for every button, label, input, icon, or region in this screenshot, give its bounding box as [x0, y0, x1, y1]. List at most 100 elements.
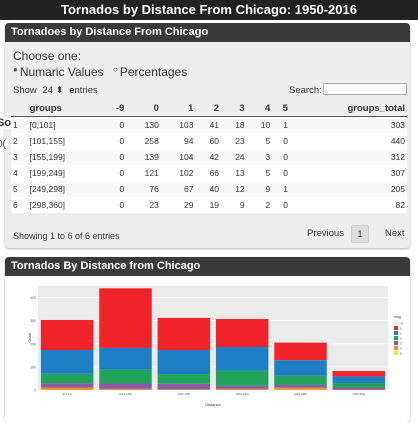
table-cell: 41 [195, 116, 222, 133]
column-header[interactable]: 1 [160, 100, 196, 117]
table-header-row: groups -9 0 1 2 3 4 5 groups_total [11, 100, 407, 117]
updown-icon: ⬍ [55, 85, 64, 96]
legend-label: 1 [400, 331, 402, 335]
search-label: Search: [289, 85, 322, 96]
bar-segment [40, 319, 94, 351]
y-tick-label: 200 [30, 342, 36, 346]
bar-segment [274, 387, 327, 390]
next-button[interactable]: Next [385, 228, 405, 239]
table-panel: Tornadoes by Distance From Chicago Choos… [5, 23, 410, 248]
table-cell: 0 [272, 149, 290, 165]
row-index: 3 [11, 149, 28, 165]
column-header[interactable]: groups_total [289, 100, 407, 117]
app-header: Tornados by Distance From Chicago: 1950-… [0, 0, 418, 20]
legend-label: 2 [400, 336, 402, 340]
bar-segment [274, 384, 327, 388]
y-tick-label: 300 [30, 319, 36, 323]
table-cell: 0 [102, 116, 127, 133]
table-cell: 104 [160, 149, 196, 165]
column-header[interactable]: 2 [195, 100, 222, 117]
table-cell: 23 [221, 133, 247, 149]
legend-label: 5 [400, 351, 402, 355]
bar-segment [215, 388, 269, 390]
column-header[interactable]: groups [27, 100, 103, 117]
bar-segment [215, 347, 269, 371]
bar-segment [215, 385, 269, 389]
table-cell: 5 [246, 133, 273, 149]
table-cell: [101,155] [27, 133, 103, 149]
table-cell: 3 [246, 149, 273, 165]
table-cell: 9 [246, 181, 273, 197]
table-row[interactable]: 2 [101,155] 0 258 94 60 23 5 0 440 [11, 133, 407, 149]
table-cell: 10 [246, 116, 273, 133]
bar-segment [332, 371, 386, 377]
x-tick-label: [0,101] [63, 392, 72, 396]
previous-button[interactable]: Previous [307, 228, 344, 239]
table-cell: 258 [126, 133, 161, 149]
column-header[interactable]: 0 [126, 100, 161, 117]
table-row[interactable]: 6 [298,360] 0 23 29 19 9 2 0 82 [11, 197, 407, 213]
bar-segment [40, 387, 94, 390]
table-row[interactable]: 3 [155,199] 0 139 104 42 24 3 0 312 [11, 149, 407, 165]
table-cell: 121 [126, 165, 161, 181]
table-cell: 67 [160, 181, 196, 197]
bar-segment [99, 288, 152, 348]
plot-background [38, 286, 388, 390]
row-index: 5 [11, 181, 28, 197]
data-table: groups -9 0 1 2 3 4 5 groups_total 1 [0,101] 0 130 1… [11, 100, 407, 213]
side-fragment-zero: 0( [0, 139, 8, 150]
radio-dot-icon[interactable]: ● [13, 65, 18, 74]
bar-segment [157, 350, 211, 375]
choose-label: Choose one: [13, 49, 82, 63]
column-header[interactable]: -9 [102, 100, 127, 117]
table-cell: 60 [195, 133, 222, 149]
table-row[interactable]: 4 [199,249] 0 121 102 66 13 5 0 307 [11, 165, 407, 181]
table-cell: 139 [126, 149, 161, 165]
table-cell: 0 [102, 149, 127, 165]
page-1-button[interactable]: 1 [351, 225, 369, 243]
column-header[interactable]: 5 [272, 100, 290, 117]
column-header[interactable]: 4 [246, 100, 273, 117]
column-header[interactable]: 3 [221, 100, 247, 117]
table-row[interactable]: 5 [249,298] 0 76 67 40 12 9 1 205 [11, 181, 407, 197]
table-cell: 1 [272, 181, 290, 197]
table-cell: 23 [126, 197, 161, 213]
legend-swatch [394, 336, 398, 340]
radio-dot-icon[interactable]: ○ [113, 65, 118, 74]
side-fragment-s: So [0, 117, 14, 129]
bar-segment [40, 373, 94, 384]
table-cell: 0 [272, 197, 290, 213]
y-tick-label: 100 [30, 365, 36, 369]
search-input[interactable] [323, 83, 407, 95]
app-title: Tornados by Distance From Chicago: 1950-… [61, 2, 357, 17]
column-header[interactable] [11, 100, 28, 117]
table-cell: 29 [160, 197, 196, 213]
table-cell: [298,360] [27, 197, 103, 213]
table-cell: 94 [160, 133, 196, 149]
table-cell: 130 [126, 116, 161, 133]
radio-percentages[interactable]: ○ Percentages [113, 65, 188, 79]
bar-segment [157, 389, 211, 390]
bar-segment [332, 383, 386, 388]
table-cell: 0 [102, 181, 127, 197]
bar-segment [40, 350, 94, 374]
radio-numeric[interactable]: ● Numaric Values [13, 65, 104, 79]
table-row[interactable]: 1 [0,101] 0 130 103 41 18 10 1 303 [11, 116, 407, 133]
table-cell: 102 [160, 165, 196, 181]
table-cell: 12 [221, 181, 247, 197]
table-cell: 24 [221, 149, 247, 165]
table-cell: 0 [272, 165, 290, 181]
legend-label: -9 [400, 321, 403, 325]
table-cell: 440 [289, 133, 407, 149]
legend-title: mag [394, 315, 401, 319]
row-index: 1 [11, 116, 28, 133]
bar-segment [274, 375, 327, 385]
row-index: 2 [11, 133, 28, 149]
table-cell: 42 [195, 149, 222, 165]
table-cell: 303 [289, 116, 407, 133]
entries-select[interactable]: 24 ⬍ [42, 85, 64, 96]
row-index: 4 [11, 165, 28, 181]
table-cell: 19 [195, 197, 222, 213]
x-tick-label: [249,298] [294, 392, 307, 396]
chart-panel-title: Tornados By Distance from Chicago [5, 257, 410, 276]
